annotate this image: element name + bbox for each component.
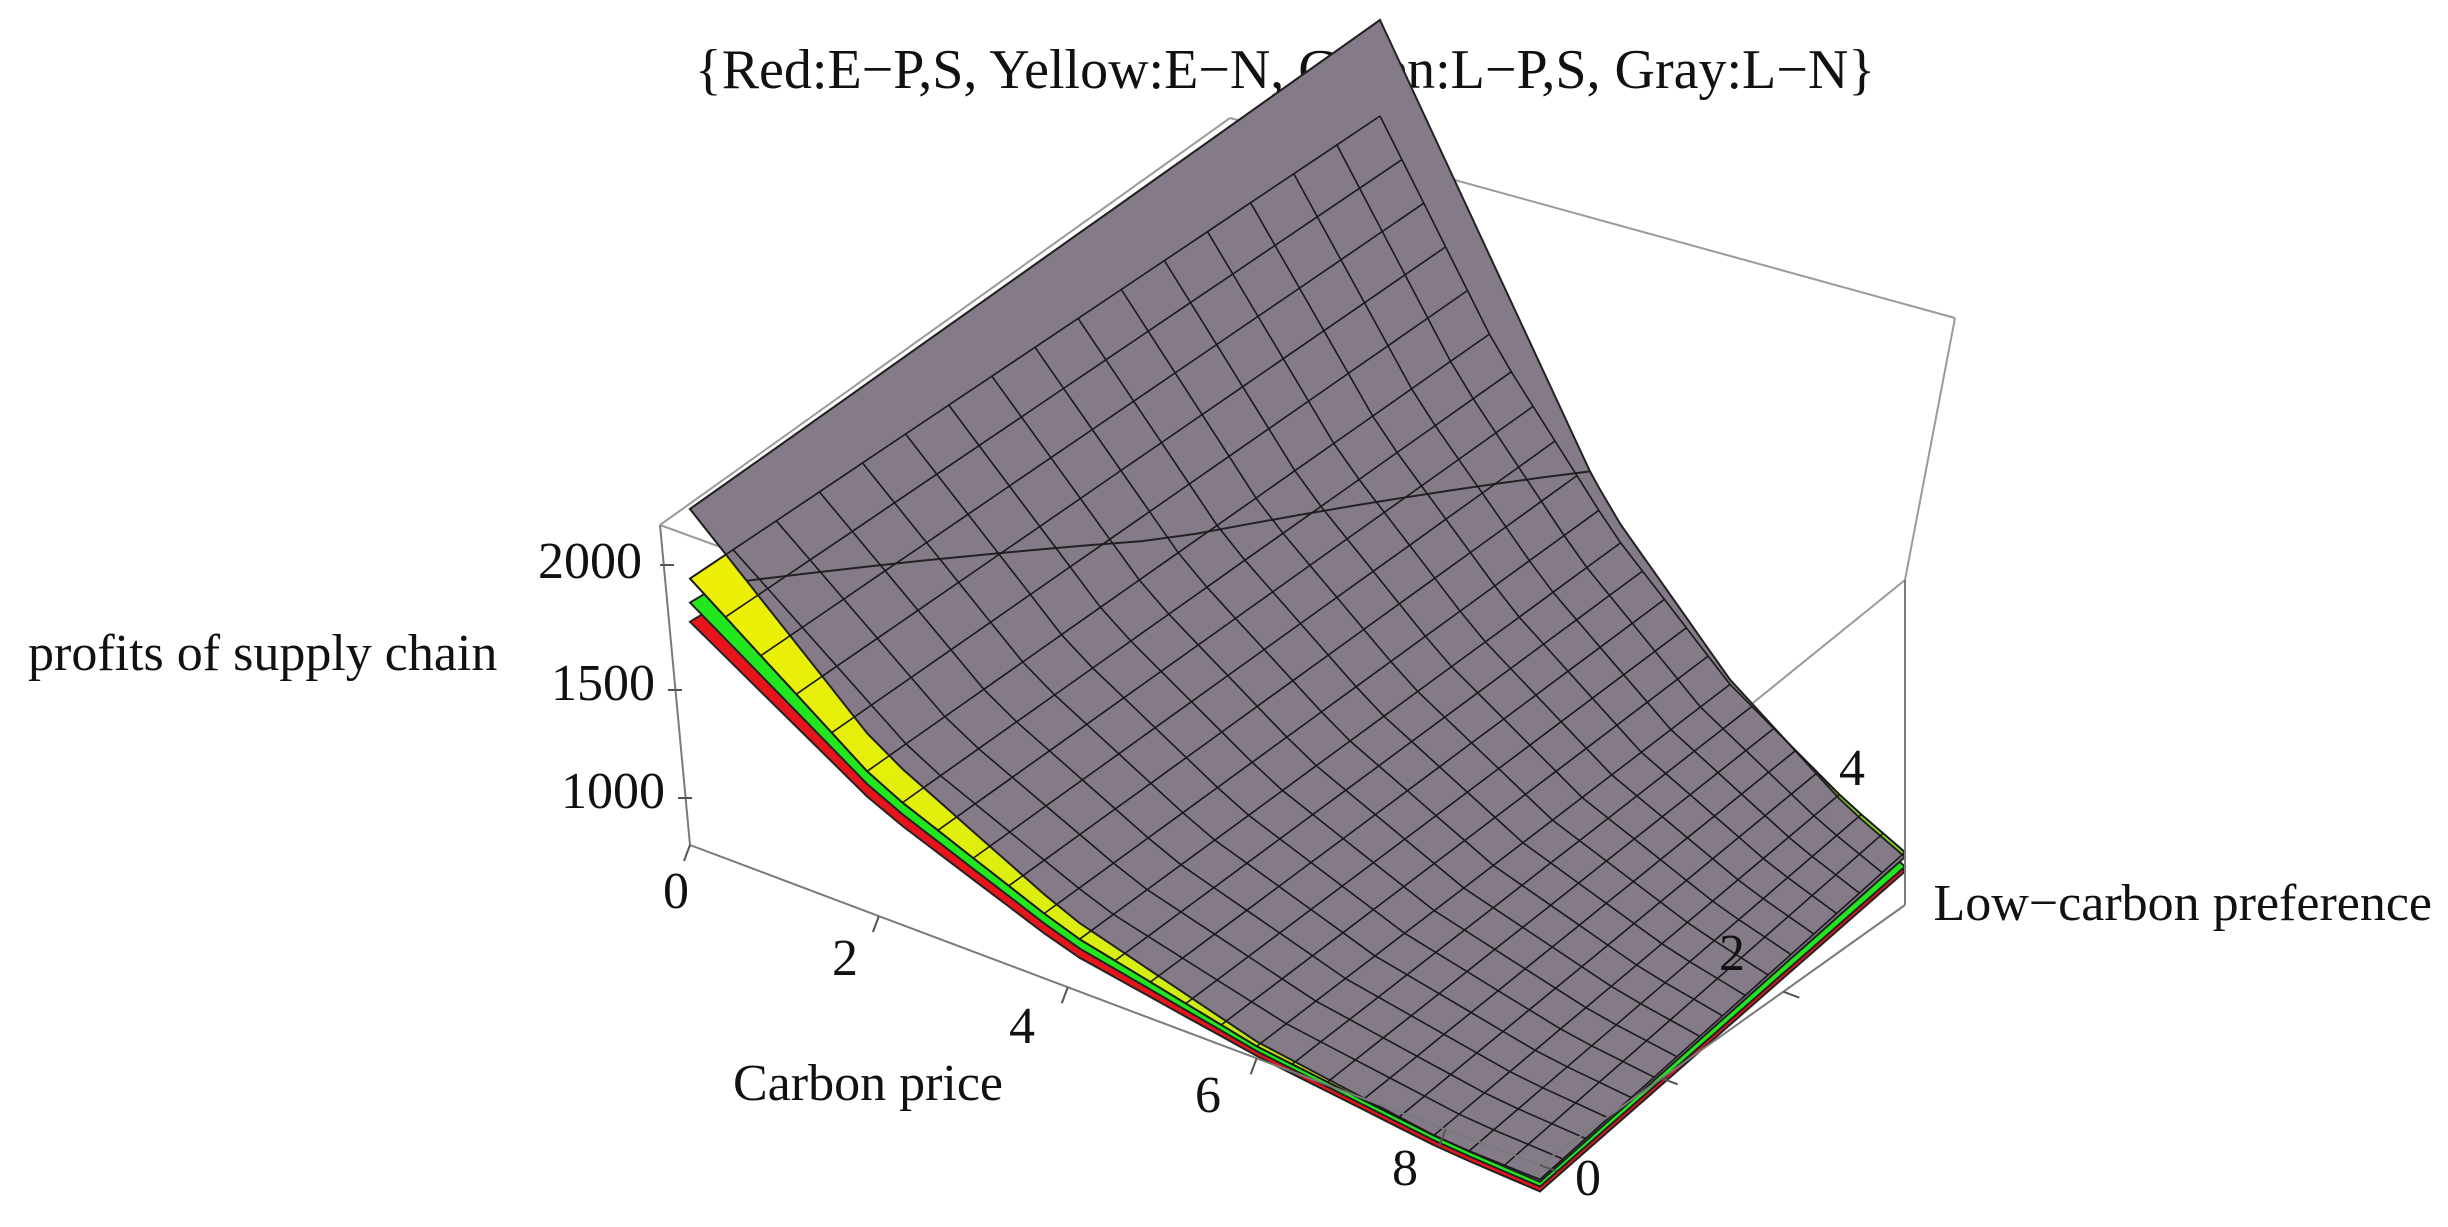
mesh-line	[1336, 144, 1883, 874]
mesh-line	[818, 491, 1609, 1119]
box-front-edges	[659, 524, 1906, 1166]
x-tick-label: 4	[1009, 998, 1035, 1055]
mesh-line	[1120, 289, 1769, 976]
z-axis-label: profits of supply chain	[28, 625, 497, 682]
z-tick-label: 1500	[551, 655, 655, 712]
z-tick-label: 1000	[561, 763, 665, 820]
x-tick-label: 2	[832, 930, 858, 987]
mesh-line	[1293, 173, 1860, 894]
mesh-line	[1206, 231, 1815, 935]
mesh-line	[1077, 317, 1746, 997]
y-axis-label: Low−carbon preference	[1934, 875, 2432, 932]
y-tick-label: 2	[1719, 925, 1745, 982]
mesh-line	[732, 549, 1564, 1160]
mesh-line	[775, 520, 1586, 1140]
mesh-line	[991, 375, 1701, 1038]
tick-mark	[1539, 1164, 1557, 1172]
mesh-line	[1249, 202, 1838, 915]
tick-mark	[1782, 990, 1800, 999]
tick-mark	[1661, 1077, 1679, 1086]
z-tick-label: 2000	[538, 533, 642, 590]
tick-mark	[1438, 1129, 1447, 1146]
box-edge	[1904, 317, 1956, 581]
y-tick-label: 4	[1839, 740, 1865, 797]
mesh-line	[1379, 115, 1906, 853]
tick-mark	[1060, 986, 1069, 1004]
mesh-line	[948, 404, 1678, 1058]
tick-mark	[683, 844, 691, 862]
mesh-line	[1034, 346, 1723, 1017]
mesh-line	[689, 578, 1541, 1181]
x-axis-label: Carbon price	[733, 1055, 1003, 1112]
surface-mesh	[689, 115, 1906, 1181]
surface-gray-top	[688, 18, 1592, 582]
x-tick-label: 8	[1392, 1140, 1418, 1197]
mesh-line	[904, 433, 1655, 1078]
mesh-line	[1163, 260, 1792, 956]
tick-mark	[1249, 1057, 1258, 1075]
mesh-line	[861, 462, 1632, 1099]
x-tick-label: 0	[663, 863, 689, 920]
box-edge	[659, 524, 691, 846]
x-tick-label: 6	[1195, 1067, 1221, 1124]
box-edge	[1539, 904, 1906, 1166]
box-edge	[659, 117, 1231, 526]
y-tick-label: 0	[1575, 1150, 1601, 1207]
surfaces	[688, 18, 1907, 1193]
axis-ticks	[660, 564, 1800, 1172]
box-edge	[689, 844, 1541, 1166]
tick-mark	[871, 915, 880, 933]
